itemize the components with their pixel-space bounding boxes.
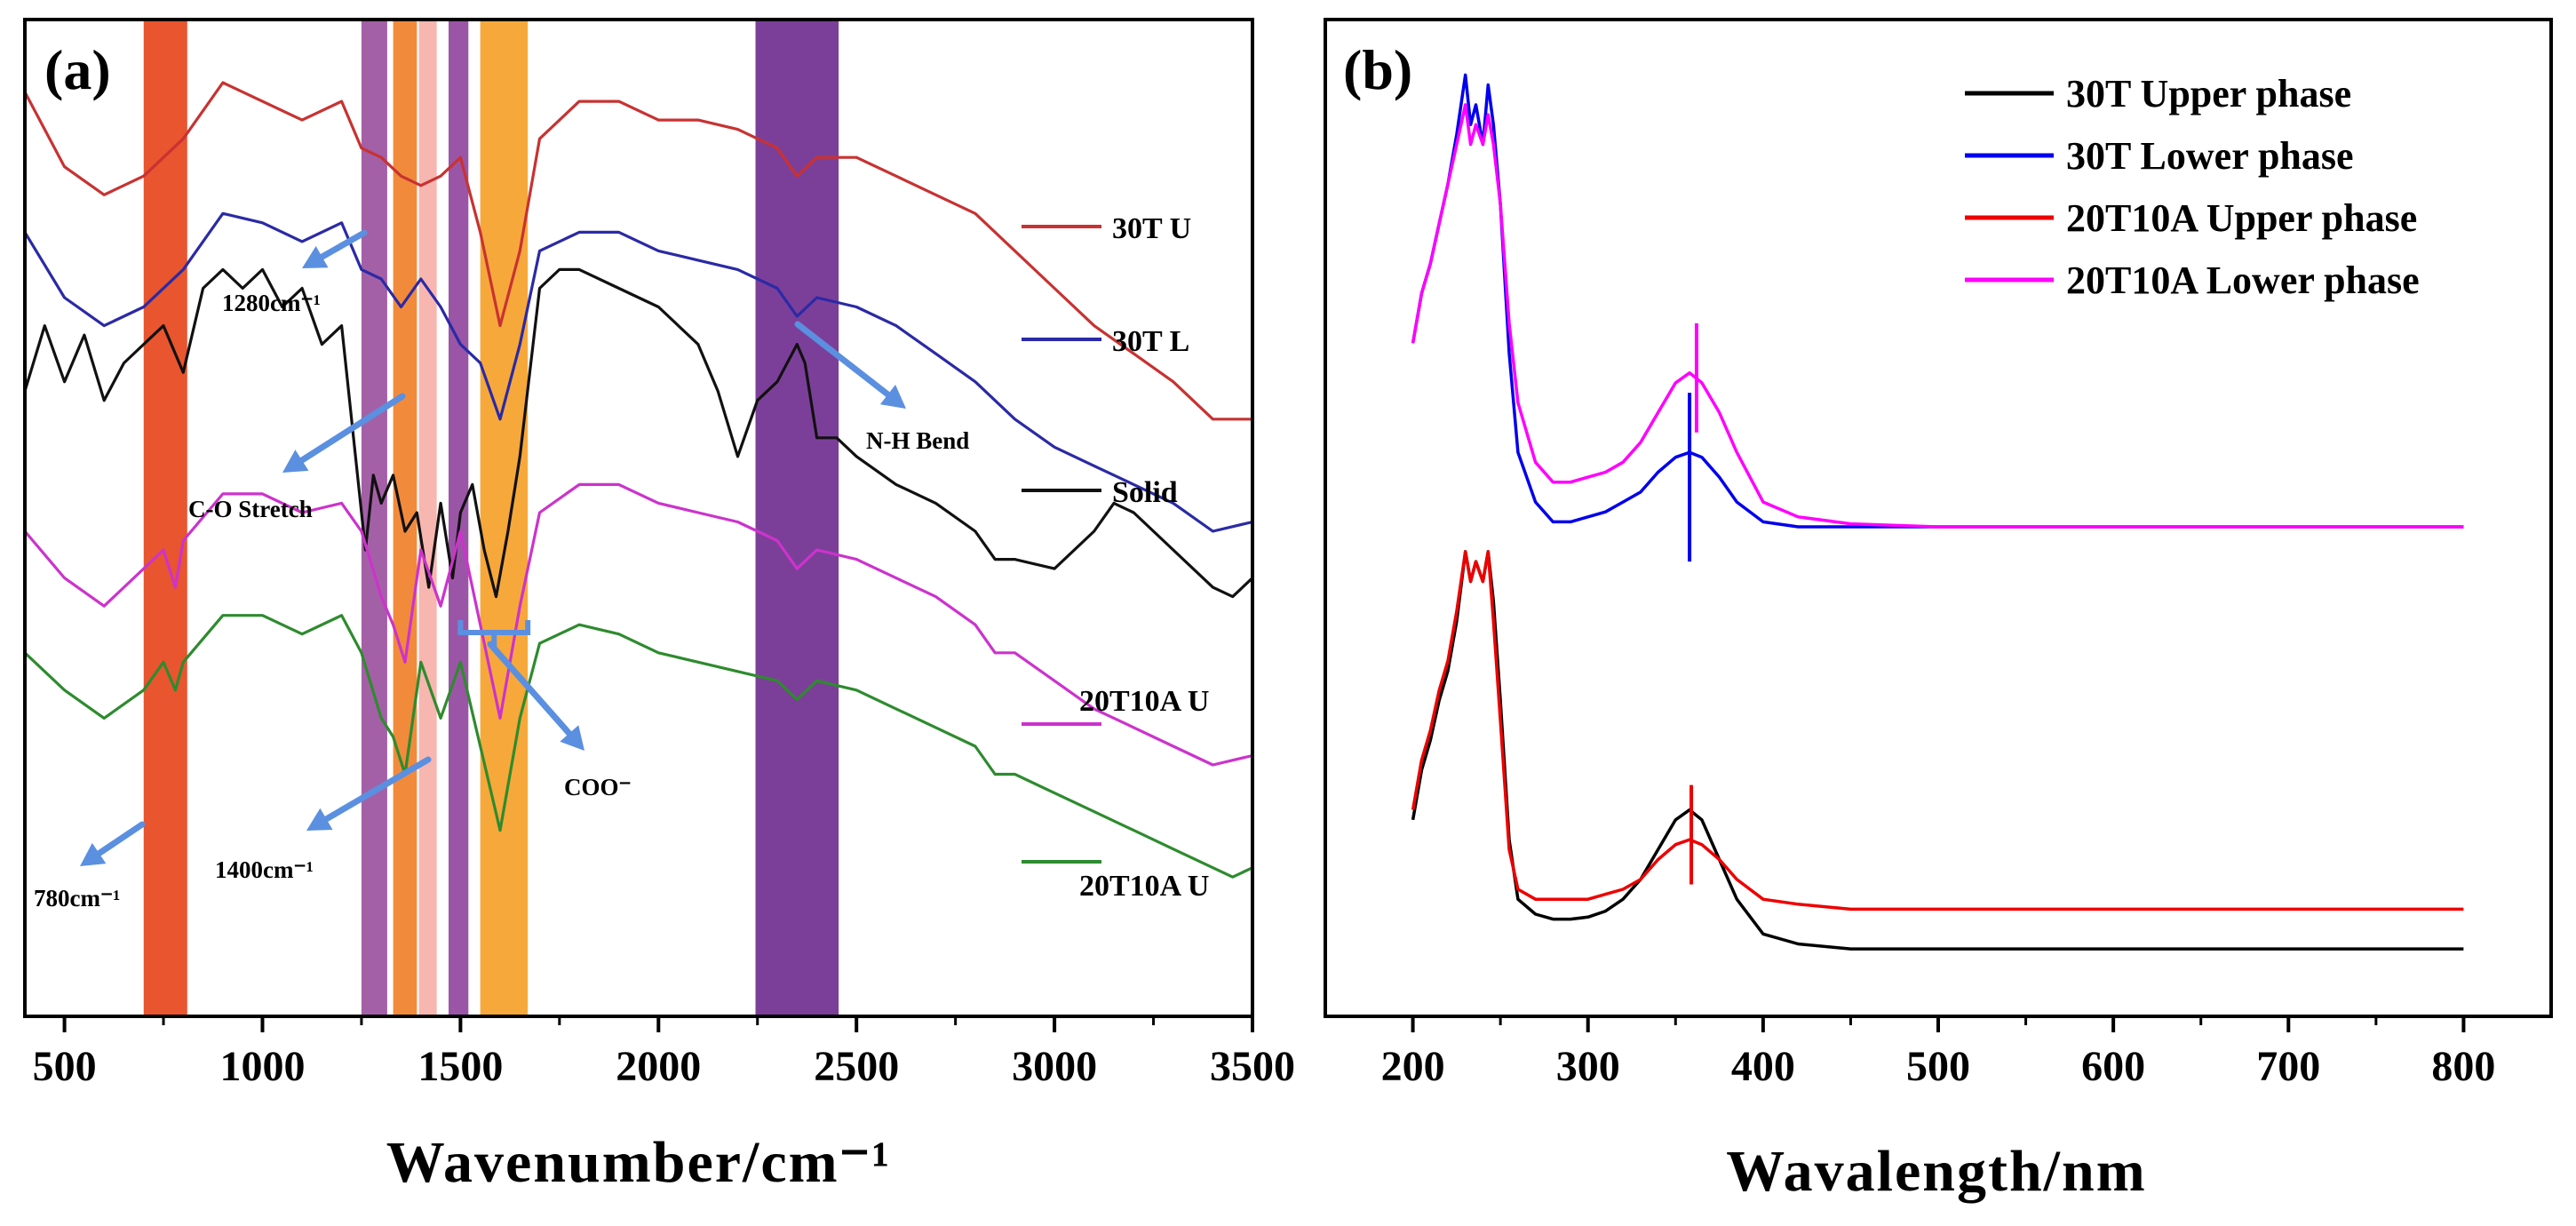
legend-label-1: 30T Lower phase xyxy=(2066,134,2354,178)
trace-1 xyxy=(23,211,1253,533)
a-tick-label-5: 3000 xyxy=(1012,1043,1097,1090)
annotation-arrow-2-shaft xyxy=(794,321,891,398)
b-tick-label-5: 700 xyxy=(2256,1043,2320,1090)
band-6 xyxy=(755,20,839,1016)
annotation-0: 1280cm⁻¹ xyxy=(222,290,321,316)
band-5 xyxy=(480,20,529,1016)
trace-4 xyxy=(23,614,1253,879)
panel-b: 200 300 400 500 600 700 800 30T Upper phase30T… xyxy=(1324,18,2553,1204)
annotation-2: N-H Bend xyxy=(866,427,969,454)
panel-a-traces xyxy=(23,81,1254,879)
b-trace-2 xyxy=(1411,550,2464,912)
annotation-arrow-3-shaft xyxy=(487,641,573,737)
legend-label-2: 20T10A Upper phase xyxy=(2066,196,2417,240)
band-1 xyxy=(361,20,387,1016)
annotation-1: C-O Stretch xyxy=(188,496,313,522)
annotation-arrow-0 xyxy=(302,229,368,268)
annotation-arrow-4-shaft xyxy=(96,821,146,857)
annotation-arrow-4 xyxy=(80,821,146,866)
band-3 xyxy=(418,20,437,1016)
trace-label-2: Solid xyxy=(1112,476,1178,509)
trace-3 xyxy=(23,482,1253,767)
b-tick-label-1: 300 xyxy=(1556,1043,1620,1090)
trace-0 xyxy=(23,81,1252,421)
panel-a-bands xyxy=(143,20,839,1016)
annotation-arrow-3 xyxy=(487,641,584,751)
annotation-arrow-0-head xyxy=(302,245,329,268)
trace-label-4: 20T10A U xyxy=(1079,870,1209,903)
a-tick-label-2: 1500 xyxy=(417,1043,503,1090)
panel-b-peak-markers xyxy=(1688,322,1698,885)
annotation-arrow-5 xyxy=(306,756,432,831)
trace-label-0: 30T U xyxy=(1112,212,1191,245)
panel-a-annotations: 1280cm⁻¹ C-O Stretch N-H Bend COO⁻ 780cm⁻¹ 14… xyxy=(34,229,969,912)
trace-label-1: 30T L xyxy=(1112,325,1189,358)
coo-bracket xyxy=(457,620,531,647)
annotation-arrow-1 xyxy=(282,393,406,473)
panel-b-x-ticks: 200 300 400 500 600 700 800 xyxy=(1381,1016,2495,1090)
panel-b-legend: 30T Upper phase 30T Lower phase 20T10A Upp… xyxy=(1965,72,2420,302)
annotation-arrow-5-shaft xyxy=(322,756,432,823)
annotation-3: COO⁻ xyxy=(564,774,632,800)
b-tick-label-0: 200 xyxy=(1381,1043,1445,1090)
panel-a-x-axis-title: Wavenumber/cm⁻¹ xyxy=(386,1130,892,1195)
band-0 xyxy=(143,20,187,1016)
panel-b-label: (b) xyxy=(1343,38,1412,101)
annotation-arrow-1-head xyxy=(282,450,309,473)
annotation-arrow-1-shaft xyxy=(298,393,406,464)
annotation-arrow-0-shaft xyxy=(319,229,368,260)
panel-a: 30T U 30T L Solid 20T10A U 20T10A U 1280cm⁻¹… xyxy=(23,18,1295,1195)
panel-a-frame xyxy=(23,18,1254,1018)
trace-label-3: 20T10A U xyxy=(1079,685,1209,718)
a-tick-label-1: 1000 xyxy=(219,1043,305,1090)
panel-b-traces xyxy=(1411,73,2464,951)
b-trace-1 xyxy=(1411,73,2464,529)
b-trace-0 xyxy=(1411,550,2464,951)
b-tick-label-4: 600 xyxy=(2081,1043,2145,1090)
annotation-arrow-5-head xyxy=(306,808,333,831)
legend-label-0: 30T Upper phase xyxy=(2066,72,2351,115)
b-tick-label-6: 800 xyxy=(2431,1043,2495,1090)
annotation-5: 1400cm⁻¹ xyxy=(215,856,314,883)
panel-a-trace-labels: 30T U 30T L Solid 20T10A U 20T10A U xyxy=(1022,212,1209,903)
annotation-arrow-2 xyxy=(794,321,906,409)
a-tick-label-0: 500 xyxy=(33,1043,97,1090)
b-trace-3 xyxy=(1411,103,2464,529)
annotation-arrow-3-head xyxy=(560,725,584,751)
a-tick-label-4: 2500 xyxy=(814,1043,899,1090)
trace-2 xyxy=(23,267,1254,599)
legend-label-3: 20T10A Lower phase xyxy=(2066,259,2420,302)
annotation-arrow-4-head xyxy=(80,842,107,866)
panel-b-x-axis-title: Wavalength/nm xyxy=(1726,1139,2146,1204)
panel-b-frame xyxy=(1324,18,2553,1018)
a-tick-label-6: 3500 xyxy=(1210,1043,1295,1090)
annotation-4: 780cm⁻¹ xyxy=(34,885,120,912)
panel-a-x-ticks: 500 1000 1500 2000 2500 3000 3500 xyxy=(33,1016,1295,1090)
a-tick-label-3: 2000 xyxy=(616,1043,701,1090)
b-tick-label-3: 500 xyxy=(1906,1043,1970,1090)
b-tick-label-2: 400 xyxy=(1731,1043,1795,1090)
panel-a-label: (a) xyxy=(44,38,111,101)
annotation-arrow-2-head xyxy=(879,384,906,409)
